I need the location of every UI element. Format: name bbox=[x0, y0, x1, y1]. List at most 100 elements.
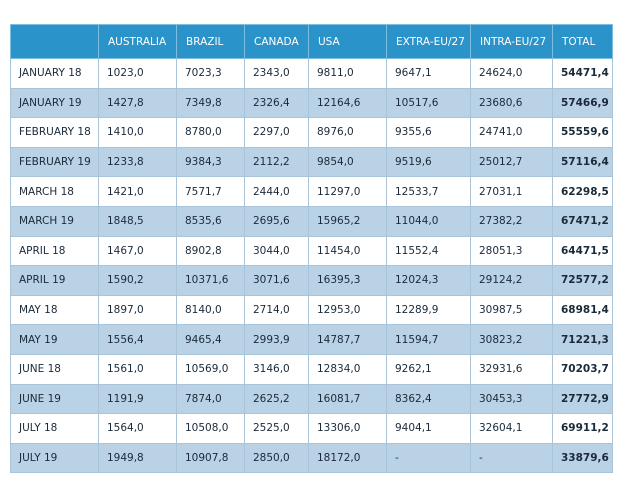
cell: 25012,7 bbox=[470, 146, 553, 178]
total-cell: 27772,9 bbox=[552, 383, 613, 415]
row-label: FEBRUARY 19 bbox=[10, 146, 99, 178]
total-cell: 67471,2 bbox=[552, 205, 613, 237]
cell: 1590,2 bbox=[98, 265, 177, 296]
cell: 8140,0 bbox=[176, 294, 245, 326]
row-label: JUNE 19 bbox=[10, 383, 99, 415]
row-label: MARCH 19 bbox=[10, 205, 99, 237]
cell: 3146,0 bbox=[244, 353, 309, 385]
table-row: JUNE 18 1561,0 10569,0 3146,0 12834,0 9262,1 3… bbox=[10, 353, 613, 385]
cell: 1410,0 bbox=[98, 117, 177, 148]
cell: 18172,0 bbox=[308, 442, 387, 474]
cell: 12289,9 bbox=[386, 294, 471, 326]
cell: 32604,1 bbox=[470, 413, 553, 444]
total-cell: 64471,5 bbox=[552, 235, 613, 267]
table-row: APRIL 18 1467,0 8902,8 3044,0 11454,0 11552,4… bbox=[10, 235, 613, 267]
cell: 1556,4 bbox=[98, 324, 177, 355]
table-row: JANUARY 18 1023,0 7023,3 2343,0 9811,0 9647,1… bbox=[10, 58, 613, 89]
header-cell: USA bbox=[308, 24, 387, 59]
table-row: JULY 19 1949,8 10907,8 2850,0 18172,0- -33879… bbox=[10, 442, 613, 474]
cell: 10569,0 bbox=[176, 353, 245, 385]
cell: 10517,6 bbox=[386, 87, 471, 119]
total-cell: 33879,6 bbox=[552, 442, 613, 474]
cell: 2326,4 bbox=[244, 87, 309, 119]
row-label: MARCH 18 bbox=[10, 176, 99, 207]
table-row: FEBRUARY 19 1233,8 9384,3 2112,2 9854,0 9519,… bbox=[10, 146, 613, 178]
row-label: JANUARY 19 bbox=[10, 87, 99, 119]
header-cell: CANADA bbox=[244, 24, 309, 59]
cell: 2297,0 bbox=[244, 117, 309, 148]
cell: 12164,6 bbox=[308, 87, 387, 119]
cell: 8976,0 bbox=[308, 117, 387, 148]
header-cell: EXTRA-EU/27 bbox=[386, 24, 471, 59]
table-body: JANUARY 18 1023,0 7023,3 2343,0 9811,0 9647,1… bbox=[10, 58, 613, 474]
cell: 1467,0 bbox=[98, 235, 177, 267]
cell: 8362,4 bbox=[386, 383, 471, 415]
data-table: AUSTRALIA BRAZIL CANADA USA EXTRA-EU/27 INTRA… bbox=[10, 24, 613, 474]
cell: 12533,7 bbox=[386, 176, 471, 207]
cell: 12024,3 bbox=[386, 265, 471, 296]
table-row: APRIL 19 1590,2 10371,6 3071,6 16395,3 12024,… bbox=[10, 265, 613, 296]
row-label: MAY 18 bbox=[10, 294, 99, 326]
table-row: MARCH 19 1848,5 8535,6 2695,6 15965,2 11044,0… bbox=[10, 205, 613, 237]
cell: 11297,0 bbox=[308, 176, 387, 207]
cell: 11594,7 bbox=[386, 324, 471, 355]
cell: 1233,8 bbox=[98, 146, 177, 178]
cell: - bbox=[386, 442, 471, 474]
cell: 13306,0 bbox=[308, 413, 387, 444]
cell: 7023,3 bbox=[176, 58, 245, 89]
cell: 2993,9 bbox=[244, 324, 309, 355]
cell: 9262,1 bbox=[386, 353, 471, 385]
row-label: FEBRUARY 18 bbox=[10, 117, 99, 148]
cell: 24741,0 bbox=[470, 117, 553, 148]
cell: 2525,0 bbox=[244, 413, 309, 444]
cell: 2112,2 bbox=[244, 146, 309, 178]
table-wrap: AUSTRALIA BRAZIL CANADA USA EXTRA-EU/27 INTRA… bbox=[10, 24, 613, 474]
cell: 27382,2 bbox=[470, 205, 553, 237]
cell: 15965,2 bbox=[308, 205, 387, 237]
cell: 23680,6 bbox=[470, 87, 553, 119]
row-label: JULY 18 bbox=[10, 413, 99, 444]
total-cell: 72577,2 bbox=[552, 265, 613, 296]
cell: 2343,0 bbox=[244, 58, 309, 89]
table-row: MARCH 18 1421,0 7571,7 2444,0 11297,0 12533,7… bbox=[10, 176, 613, 207]
cell: 9647,1 bbox=[386, 58, 471, 89]
cell: 2714,0 bbox=[244, 294, 309, 326]
total-cell: 62298,5 bbox=[552, 176, 613, 207]
row-label: JUNE 18 bbox=[10, 353, 99, 385]
total-cell: 70203,7 bbox=[552, 353, 613, 385]
cell: 7571,7 bbox=[176, 176, 245, 207]
row-label: JULY 19 bbox=[10, 442, 99, 474]
header-cell: TOTAL bbox=[552, 24, 613, 59]
row-label: MAY 19 bbox=[10, 324, 99, 355]
cell: 8535,6 bbox=[176, 205, 245, 237]
table-row: MAY 19 1556,4 9465,4 2993,9 14787,7 11594,7 30… bbox=[10, 324, 613, 355]
cell: 9465,4 bbox=[176, 324, 245, 355]
cell: 1848,5 bbox=[98, 205, 177, 237]
table-row: JUNE 19 1191,9 7874,0 2625,2 16081,7 8362,4 30… bbox=[10, 383, 613, 415]
cell: 3044,0 bbox=[244, 235, 309, 267]
cell: 16081,7 bbox=[308, 383, 387, 415]
cell: 1897,0 bbox=[98, 294, 177, 326]
cell: 1421,0 bbox=[98, 176, 177, 207]
row-label: APRIL 19 bbox=[10, 265, 99, 296]
row-label: JANUARY 18 bbox=[10, 58, 99, 89]
table-row: MAY 18 1897,0 8140,0 2714,0 12953,0 12289,9 30… bbox=[10, 294, 613, 326]
cell: 27031,1 bbox=[470, 176, 553, 207]
cell: 29124,2 bbox=[470, 265, 553, 296]
cell: 11454,0 bbox=[308, 235, 387, 267]
cell: 11552,4 bbox=[386, 235, 471, 267]
cell: 8780,0 bbox=[176, 117, 245, 148]
cell: 32931,6 bbox=[470, 353, 553, 385]
cell: - bbox=[470, 442, 553, 474]
cell: 1427,8 bbox=[98, 87, 177, 119]
cell: 11044,0 bbox=[386, 205, 471, 237]
cell: 24624,0 bbox=[470, 58, 553, 89]
total-cell: 69911,2 bbox=[552, 413, 613, 444]
corner-cell bbox=[10, 24, 99, 59]
header-cell: BRAZIL bbox=[176, 24, 245, 59]
cell: 30453,3 bbox=[470, 383, 553, 415]
cell: 9384,3 bbox=[176, 146, 245, 178]
cell: 1561,0 bbox=[98, 353, 177, 385]
cell: 1949,8 bbox=[98, 442, 177, 474]
